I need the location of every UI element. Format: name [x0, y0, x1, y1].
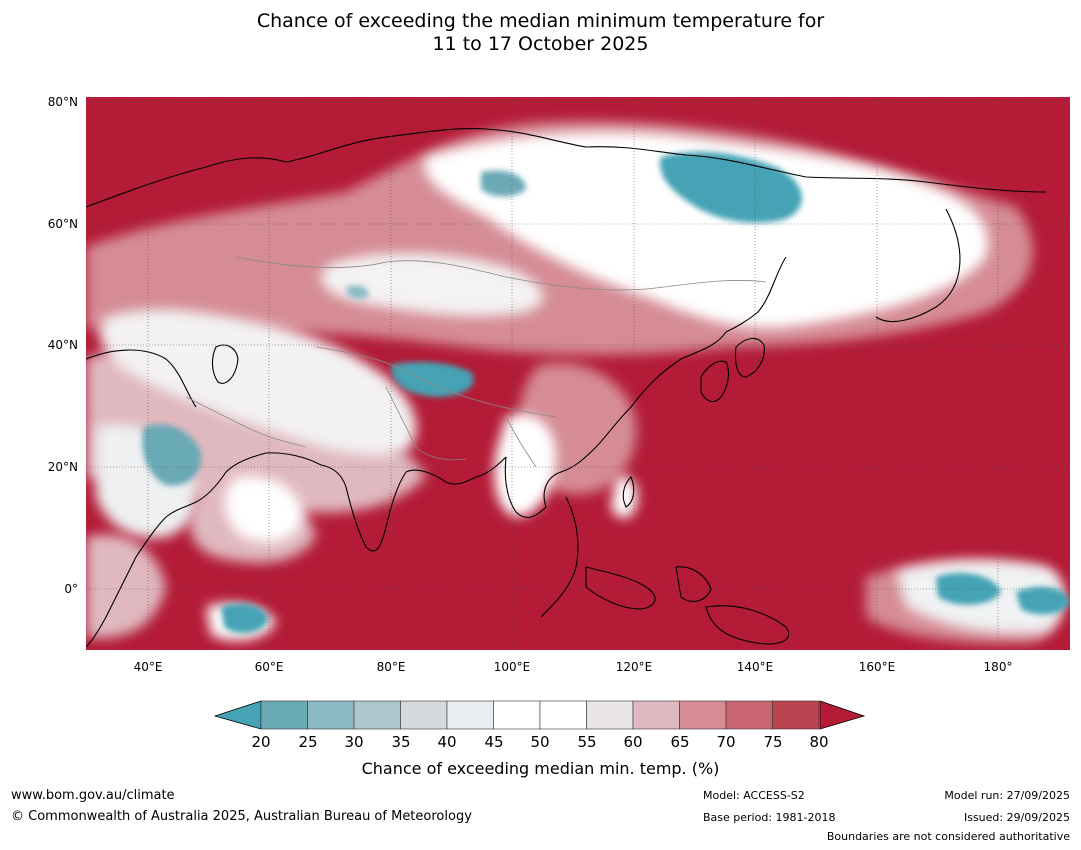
neutral-chance-zones — [96, 132, 1064, 641]
colorbar-tick-40: 40 — [437, 733, 457, 751]
footer-issued: Issued: 29/09/2025 — [963, 811, 1070, 824]
anomaly-map — [86, 97, 1070, 650]
colorbar-cell — [772, 700, 820, 730]
low-chance-zones — [142, 151, 1070, 634]
map-title-line2: 11 to 17 October 2025 — [432, 33, 649, 55]
colorbar-cell — [260, 700, 308, 730]
colorbar-cell — [632, 700, 680, 730]
map-title-line1: Chance of exceeding the median minimum t… — [256, 10, 825, 32]
lat-label-40n: 40°N — [47, 338, 78, 352]
colorbar-tick-50: 50 — [530, 733, 550, 751]
lat-label-80n: 80°N — [47, 95, 78, 109]
colorbar-tick-65: 65 — [670, 733, 690, 751]
lon-label-100e: 100°E — [493, 660, 531, 674]
colorbar-tick-80: 80 — [809, 733, 829, 751]
colorbar-tick-70: 70 — [716, 733, 736, 751]
footer-model-run: Model run: 27/09/2025 — [944, 789, 1070, 802]
lon-label-40e: 40°E — [133, 660, 163, 674]
lon-label-60e: 60°E — [254, 660, 284, 674]
colorbar-tick-45: 45 — [484, 733, 504, 751]
colorbar-tick-25: 25 — [298, 733, 318, 751]
colorbar-cell — [725, 700, 773, 730]
lon-label-140e: 140°E — [736, 660, 774, 674]
colorbar-cell — [307, 700, 355, 730]
colorbar — [214, 700, 866, 730]
colorbar-tick-60: 60 — [623, 733, 643, 751]
lon-label-160e: 160°E — [858, 660, 896, 674]
footer-model: Model: ACCESS-S2 — [703, 789, 805, 802]
colorbar-cell — [493, 700, 541, 730]
colorbar-tick-35: 35 — [391, 733, 411, 751]
colorbar-cell — [679, 700, 727, 730]
footer-disclaimer: Boundaries are not considered authoritat… — [826, 830, 1070, 843]
colorbar-cell — [400, 700, 448, 730]
colorbar-tick-30: 30 — [344, 733, 364, 751]
colorbar-label: Chance of exceeding median min. temp. (%… — [361, 759, 720, 778]
colorbar-cell — [539, 700, 587, 730]
country-borders — [185, 256, 767, 468]
colorbar-extend-high — [819, 700, 866, 730]
coastlines — [86, 128, 1047, 648]
lat-label-60n: 60°N — [47, 217, 78, 231]
colorbar-cell — [353, 700, 401, 730]
lat-label-20n: 20°N — [47, 460, 78, 474]
lon-label-80e: 80°E — [376, 660, 406, 674]
colorbar-tick-75: 75 — [763, 733, 783, 751]
footer-base-period: Base period: 1981-2018 — [703, 811, 836, 824]
colorbar-cell — [446, 700, 494, 730]
graticule — [86, 97, 1070, 650]
colorbar-extend-low — [214, 700, 262, 730]
footer-copyright: © Commonwealth of Australia 2025, Austra… — [11, 809, 472, 824]
lon-label-180: 180° — [983, 660, 1013, 674]
lon-label-120e: 120°E — [615, 660, 653, 674]
colorbar-tick-55: 55 — [577, 733, 597, 751]
colorbar-tick-20: 20 — [251, 733, 271, 751]
lat-label-0: 0° — [64, 582, 78, 596]
colorbar-cell — [586, 700, 634, 730]
footer-website: www.bom.gov.au/climate — [11, 788, 175, 803]
